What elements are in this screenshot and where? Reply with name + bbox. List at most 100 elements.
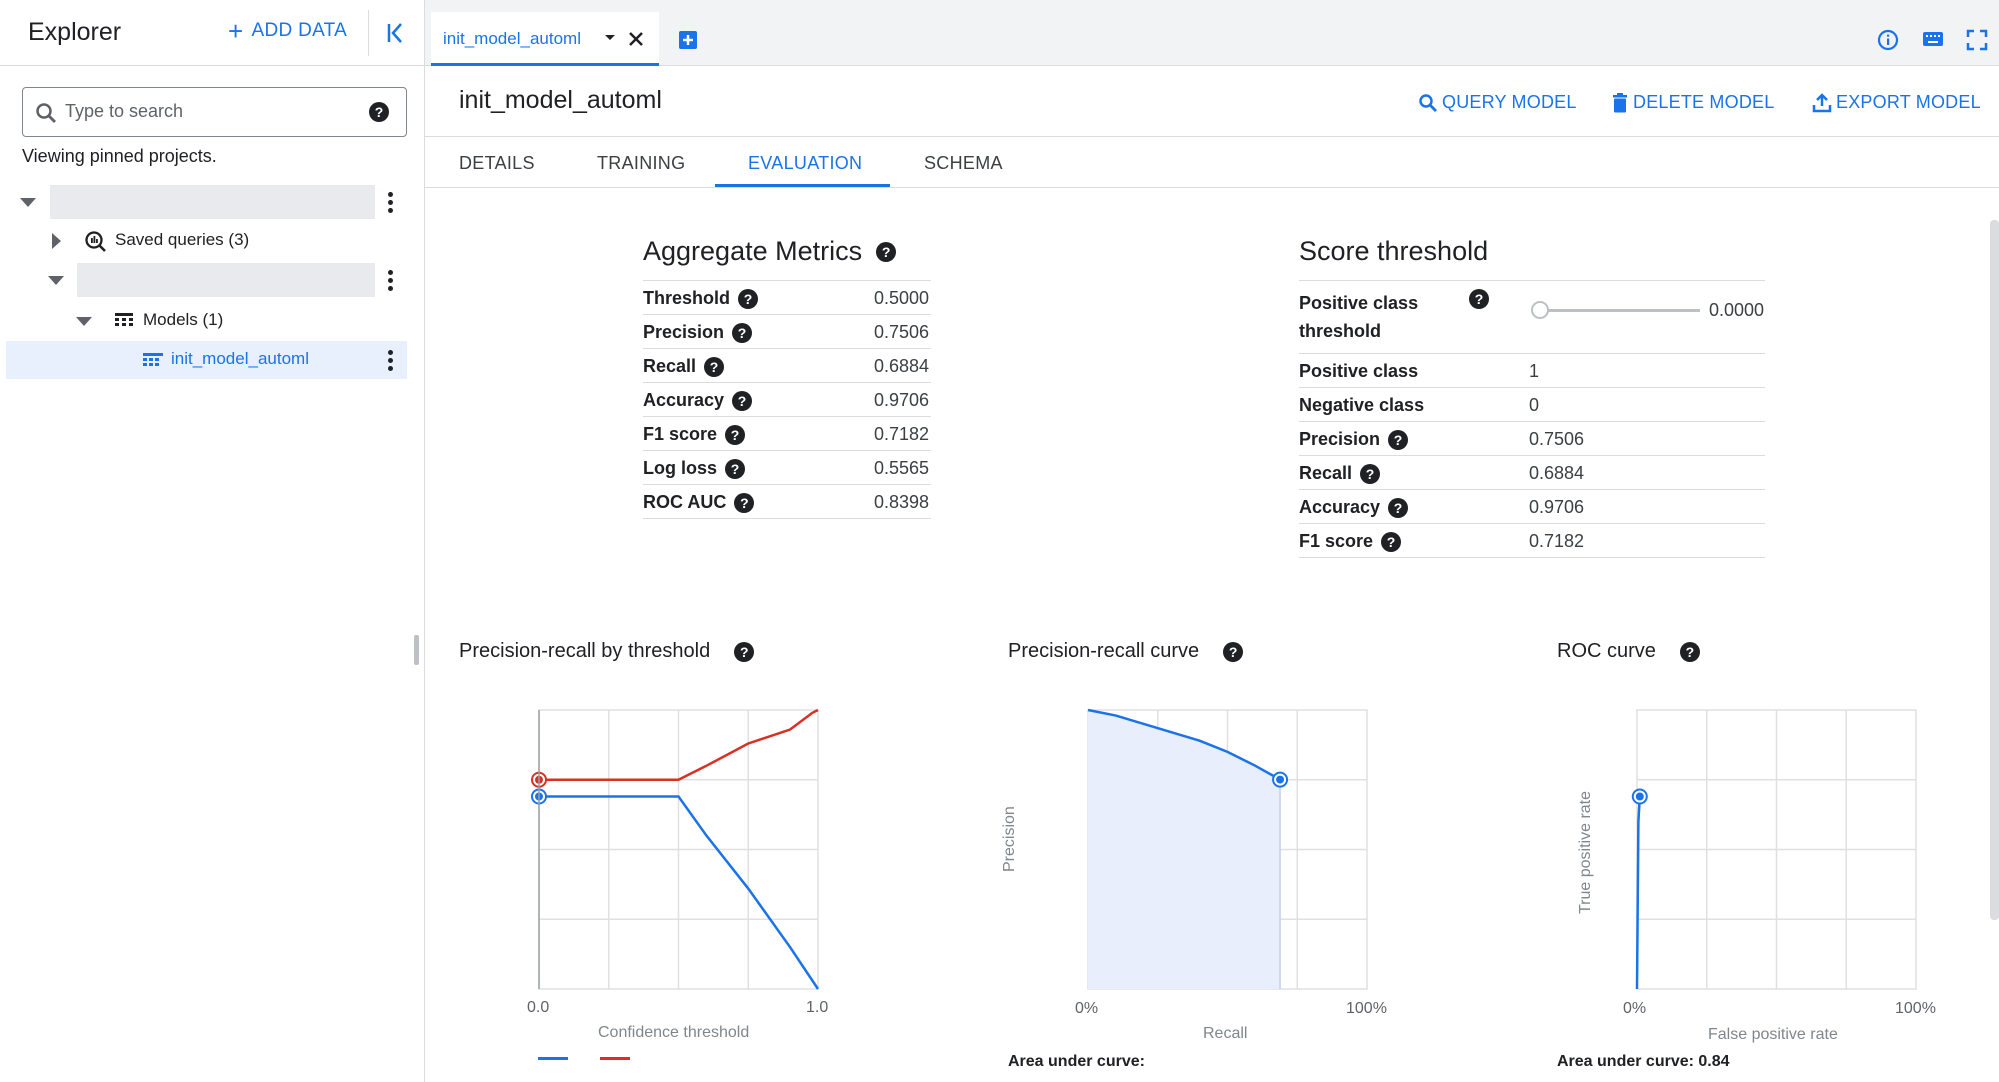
help-icon[interactable]: ? — [1679, 641, 1700, 662]
metric-row: Accuracy? 0.9706 — [1299, 490, 1765, 524]
more-vert-icon[interactable] — [388, 350, 394, 374]
fullscreen-icon[interactable] — [1966, 29, 1988, 51]
export-model-button[interactable]: EXPORT MODEL — [1812, 92, 1981, 113]
models-row[interactable]: Models (1) — [0, 302, 407, 340]
help-icon[interactable]: ? — [734, 492, 755, 513]
add-data-button[interactable]: + ADD DATA — [228, 15, 347, 46]
saved-queries-label: Saved queries (3) — [115, 230, 250, 249]
scrollbar[interactable] — [1990, 220, 1999, 920]
threshold-slider-thumb[interactable] — [1531, 301, 1549, 319]
tab-init-model-automl[interactable]: init_model_automl — [431, 12, 659, 66]
metric-label-text: Recall — [1299, 463, 1353, 483]
metric-label-text: ROC AUC — [643, 492, 727, 512]
metric-value: 0.5000 — [874, 288, 930, 308]
metric-value: 0.7506 — [874, 322, 930, 342]
more-vert-icon[interactable] — [388, 270, 394, 294]
metric-label: Threshold? — [643, 288, 759, 309]
table-grid-icon — [115, 313, 133, 326]
threshold-slider-track[interactable] — [1540, 309, 1700, 312]
saved-queries-row[interactable]: Saved queries (3) — [0, 222, 407, 260]
help-icon[interactable]: ? — [1388, 497, 1409, 518]
help-icon[interactable]: ? — [1381, 531, 1402, 552]
tab-training[interactable]: TRAINING — [597, 153, 686, 173]
tab-details[interactable]: DETAILS — [459, 153, 535, 173]
tab-dropdown-icon[interactable] — [605, 35, 615, 40]
help-icon[interactable]: ? — [1360, 463, 1381, 484]
pr-threshold-chart-heading: Precision-recall by threshold — [459, 640, 711, 662]
viewing-pinned-text: Viewing pinned projects. — [22, 146, 217, 166]
delete-model-button[interactable]: DELETE MODEL — [1611, 92, 1774, 113]
help-icon[interactable]: ? — [369, 102, 389, 122]
roc-chart-title: ROC curve ? — [1557, 640, 1700, 663]
legend-swatch-blue — [538, 1057, 568, 1060]
plus-icon: + — [228, 15, 244, 46]
metric-value: 0.7506 — [1529, 429, 1585, 449]
tab-evaluation[interactable]: EVALUATION — [748, 153, 863, 173]
metric-value: 0.9706 — [874, 390, 930, 410]
search-icon — [1419, 93, 1437, 112]
page-title: init_model_automl — [459, 86, 662, 114]
more-vert-icon[interactable] — [388, 192, 394, 216]
collapse-panel-button[interactable] — [368, 10, 414, 56]
model-tabs: DETAILS TRAINING EVALUATION SCHEMA — [425, 136, 1999, 188]
metric-row: ROC AUC? 0.8398 — [643, 485, 931, 519]
help-icon[interactable]: ? — [725, 424, 746, 445]
search-input[interactable]: Type to search ? — [22, 87, 407, 137]
y-axis-label: True positive rate — [1577, 790, 1594, 914]
positive-threshold-label: Positive class threshold — [1299, 289, 1418, 345]
positive-threshold-label-line2: threshold — [1299, 321, 1382, 341]
help-icon[interactable]: ? — [732, 390, 753, 411]
pr-threshold-chart-title: Precision-recall by threshold ? — [459, 640, 755, 663]
metric-value: 0.8398 — [874, 492, 930, 512]
metric-value: 0 — [1529, 395, 1540, 415]
expand-arrow-icon[interactable] — [20, 198, 36, 207]
project-row[interactable] — [0, 183, 407, 221]
panel-resize-handle[interactable] — [414, 635, 419, 665]
x-tick-label: 1.0 — [806, 999, 829, 1016]
dataset-row[interactable] — [0, 261, 407, 299]
expand-arrow-icon[interactable] — [52, 233, 61, 249]
project-name-redacted — [50, 185, 375, 219]
help-icon[interactable]: ? — [732, 322, 753, 343]
trash-icon — [1613, 92, 1627, 112]
help-icon[interactable]: ? — [1388, 429, 1409, 450]
x-tick-label: 100% — [1346, 1000, 1387, 1017]
metric-label-text: Accuracy — [1299, 497, 1381, 517]
threshold-slider-value: 0.0000 — [1709, 300, 1765, 320]
series-line-0-1 — [539, 795, 820, 990]
help-icon[interactable]: ? — [876, 241, 897, 262]
close-icon[interactable] — [627, 30, 645, 48]
pr-area-fill — [1088, 710, 1281, 989]
metric-label-text: F1 score — [1299, 531, 1374, 551]
info-icon[interactable] — [1877, 29, 1899, 51]
roc-chart-heading: ROC curve — [1557, 640, 1656, 662]
add-tab-icon[interactable] — [678, 30, 698, 50]
metric-label: Accuracy? — [643, 390, 753, 411]
explorer-title: Explorer — [28, 18, 122, 46]
metric-row: Precision? 0.7506 — [643, 315, 931, 349]
search-placeholder: Type to search — [65, 101, 184, 121]
help-icon[interactable]: ? — [1223, 641, 1244, 662]
help-icon[interactable]: ? — [704, 356, 725, 377]
query-model-button[interactable]: QUERY MODEL — [1418, 92, 1577, 113]
score-threshold-title: Score threshold — [1299, 236, 1489, 266]
aggregate-metrics-heading: Aggregate Metrics — [643, 236, 863, 266]
expand-arrow-icon[interactable] — [76, 317, 92, 326]
model-item-row[interactable]: init_model_automl — [6, 341, 407, 379]
keyboard-icon[interactable] — [1922, 31, 1944, 49]
metric-row: Precision? 0.7506 — [1299, 422, 1765, 456]
roc-auc-text: Area under curve: 0.84 — [1557, 1053, 1730, 1070]
metric-row: Threshold? 0.5000 — [643, 281, 931, 315]
query-model-label: QUERY MODEL — [1442, 92, 1577, 112]
help-icon[interactable]: ? — [734, 641, 755, 662]
metric-label-text: Log loss — [643, 458, 718, 478]
expand-arrow-icon[interactable] — [48, 276, 64, 285]
data-point-marker-inner — [1635, 792, 1644, 801]
help-icon[interactable]: ? — [1469, 289, 1489, 309]
help-icon[interactable]: ? — [738, 288, 759, 309]
models-label: Models (1) — [143, 310, 224, 329]
tab-schema[interactable]: SCHEMA — [924, 153, 1003, 173]
metric-label-text: Recall — [643, 356, 697, 376]
saved-query-icon — [85, 231, 106, 252]
help-icon[interactable]: ? — [725, 458, 746, 479]
